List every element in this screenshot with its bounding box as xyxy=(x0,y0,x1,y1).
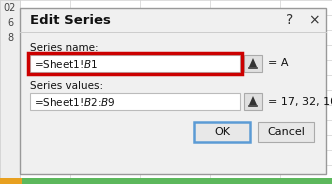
Text: 6: 6 xyxy=(7,18,13,28)
Text: =Sheet1!$B$2:$B$9: =Sheet1!$B$2:$B$9 xyxy=(34,95,116,107)
Bar xyxy=(30,55,240,72)
Bar xyxy=(244,93,262,110)
Bar xyxy=(0,178,22,184)
Bar xyxy=(30,93,240,110)
Text: Cancel: Cancel xyxy=(267,127,305,137)
Bar xyxy=(258,122,314,142)
Polygon shape xyxy=(249,58,257,67)
Text: = 17, 32, 100, 4...: = 17, 32, 100, 4... xyxy=(268,96,332,107)
Text: Series name:: Series name: xyxy=(30,43,99,53)
Bar xyxy=(244,55,262,72)
Bar xyxy=(22,178,332,184)
Bar xyxy=(0,0,20,184)
Text: OK: OK xyxy=(214,127,230,137)
Bar xyxy=(194,122,250,142)
Text: ?: ? xyxy=(287,13,293,27)
Polygon shape xyxy=(249,96,257,105)
Bar xyxy=(28,53,242,74)
Text: Series values:: Series values: xyxy=(30,81,103,91)
Text: ×: × xyxy=(308,13,320,27)
Text: Edit Series: Edit Series xyxy=(30,13,111,26)
Text: = A: = A xyxy=(268,59,289,68)
Text: 8: 8 xyxy=(7,33,13,43)
Text: 02: 02 xyxy=(4,3,16,13)
Text: =Sheet1!$B$1: =Sheet1!$B$1 xyxy=(34,57,98,70)
